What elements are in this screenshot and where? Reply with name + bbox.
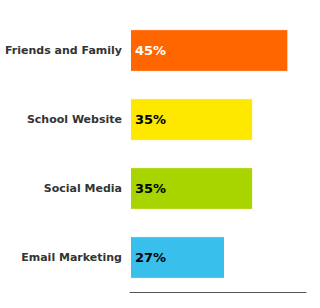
svg-text:35%: 35% <box>135 112 166 127</box>
svg-text:35%: 35% <box>135 181 166 196</box>
svg-text:Email Marketing: Email Marketing <box>21 251 122 264</box>
svg-text:Friends and Family: Friends and Family <box>5 44 122 57</box>
svg-text:Social Media: Social Media <box>44 182 122 195</box>
svg-text:School Website: School Website <box>27 113 122 126</box>
svg-text:27%: 27% <box>135 250 166 265</box>
svg-text:45%: 45% <box>135 43 166 58</box>
